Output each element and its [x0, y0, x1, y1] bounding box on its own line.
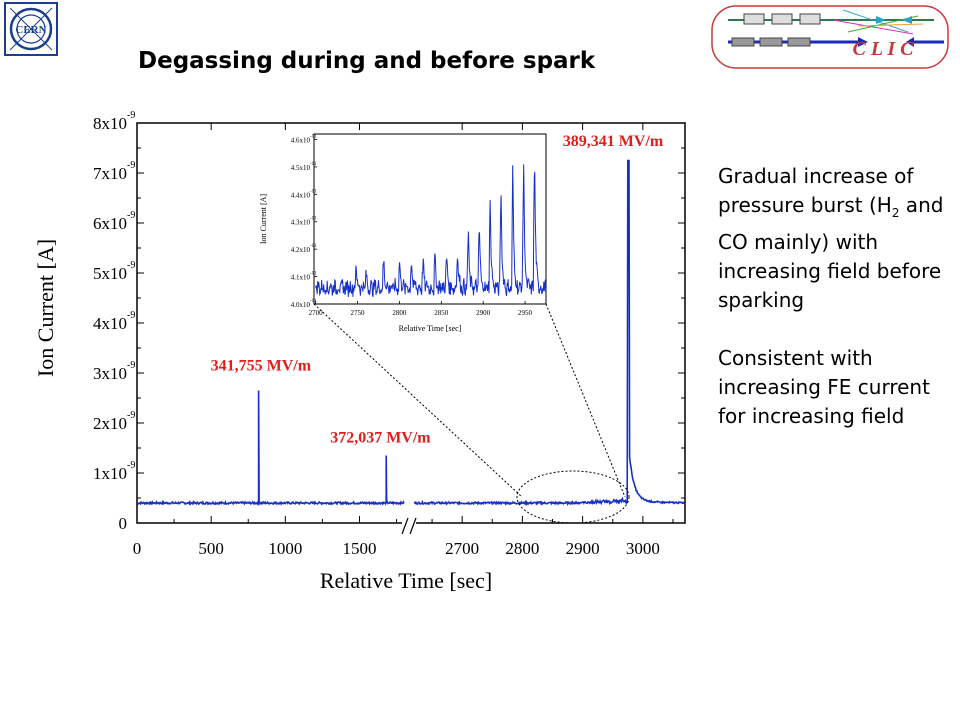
- cern-logo: CERN: [4, 2, 58, 56]
- y-tick-label: 1x10: [93, 464, 127, 483]
- inset-series-line: [315, 164, 547, 298]
- note-consistent: Consistent with increasing FE current fo…: [718, 346, 930, 428]
- zoom-region-ellipse: [516, 470, 630, 524]
- x-tick-label: 3000: [626, 539, 660, 558]
- series-line-segment-2: [413, 159, 686, 507]
- x-tick-label: 1500: [343, 539, 377, 558]
- x-tick-label: 500: [198, 539, 224, 558]
- inset-y-tick-label: 4.5x10: [291, 164, 311, 172]
- inset-y-axis-label: Ion Current [A]: [259, 194, 268, 245]
- inset-y-tick-exponent: -11: [310, 162, 317, 167]
- x-tick-label: 2800: [505, 539, 539, 558]
- spike-label: 372,037 MV/m: [330, 430, 431, 447]
- x-tick-label: 2900: [566, 539, 600, 558]
- spike-label: 341,755 MV/m: [211, 358, 312, 375]
- clic-logo: C L I C: [711, 5, 949, 69]
- zoom-guide-right: [545, 303, 626, 498]
- y-tick-label: 2x10: [93, 414, 127, 433]
- x-axis-ticks: 0 500 1000 1500 2700 2800 2900 3000: [133, 123, 674, 558]
- series-line-segment-1: [136, 390, 405, 507]
- spike-annotations: 341,755 MV/m 372,037 MV/m 389,341 MV/m: [211, 133, 664, 447]
- inset-x-ticks: 2700 2750 2800 2850 2900 2950: [309, 301, 533, 317]
- note-gradual-increase: Gradual increase of pressure burst (H2 a…: [718, 162, 950, 315]
- spike-label: 389,341 MV/m: [563, 133, 664, 150]
- side-notes: Gradual increase of pressure burst (H2 a…: [718, 162, 950, 460]
- slide-title: Degassing during and before spark: [138, 48, 596, 74]
- y-tick-exponent: -9: [127, 210, 135, 221]
- cern-logo-text: CERN: [15, 24, 46, 36]
- y-tick-exponent: -9: [127, 260, 135, 271]
- y-tick-exponent: -9: [127, 110, 135, 121]
- inset-y-tick-exponent: -11: [310, 189, 317, 194]
- y-tick-exponent: -9: [127, 310, 135, 321]
- inset-frame: [313, 133, 547, 305]
- x-tick-label: 2700: [445, 539, 479, 558]
- note1-post: and CO mainly) with increasing field bef…: [718, 193, 944, 312]
- inset-x-tick-label: 2850: [434, 309, 449, 317]
- y-axis-label: Ion Current [A]: [33, 239, 58, 377]
- inset-y-tick-exponent: -11: [310, 272, 317, 277]
- inset-y-ticks: 4.0x10 -114.1x10 -114.2x10 -114.3x10 -114.4x…: [291, 134, 317, 309]
- y-tick-exponent: -9: [127, 410, 135, 421]
- inset-y-tick-exponent: -11: [310, 217, 317, 222]
- inset-chart: 4.0x10 -114.1x10 -114.2x10 -114.3x10 -114.4x…: [259, 133, 547, 333]
- y-tick-label: 5x10: [93, 264, 127, 283]
- y-tick-label: 8x10: [93, 114, 127, 133]
- series-lines: [136, 159, 686, 507]
- axis-break-mark-left: [401, 517, 409, 535]
- clic-logo-text: C L I C: [853, 38, 915, 60]
- x-axis-label: Relative Time [sec]: [320, 568, 492, 593]
- axis-break-mark-right: [409, 517, 417, 535]
- inset-y-tick-label: 4.1x10: [291, 274, 311, 282]
- inset-x-tick-label: 2950: [518, 309, 533, 317]
- inset-y-tick-label: 4.6x10: [291, 136, 311, 144]
- inset-x-axis-label: Relative Time [sec]: [399, 324, 462, 333]
- inset-y-tick-label: 4.2x10: [291, 246, 311, 254]
- inset-y-tick-label: 4.4x10: [291, 191, 311, 199]
- zoom-guide-left: [313, 303, 523, 498]
- inset-series: [315, 164, 547, 298]
- inset-y-tick-label: 4.3x10: [291, 219, 311, 227]
- y-tick-label: 6x10: [93, 214, 127, 233]
- x-tick-label: 0: [133, 539, 142, 558]
- y-tick-label: 0: [119, 514, 128, 533]
- inset-y-tick-label: 4.0x10: [291, 301, 311, 309]
- y-tick-exponent: -9: [127, 160, 135, 171]
- y-tick-label: 3x10: [93, 364, 127, 383]
- inset-x-tick-label: 2700: [309, 309, 324, 317]
- inset-y-tick-exponent: -11: [310, 244, 317, 249]
- inset-y-tick-exponent: -11: [310, 134, 317, 139]
- inset-x-tick-label: 2800: [392, 309, 407, 317]
- inset-x-tick-label: 2750: [351, 309, 366, 317]
- zoom-guides: [313, 303, 630, 524]
- note1-pre: Gradual increase of pressure burst (H: [718, 164, 914, 217]
- y-tick-exponent: -9: [127, 360, 135, 371]
- y-tick-label: 4x10: [93, 314, 127, 333]
- x-tick-label: 1000: [268, 539, 302, 558]
- inset-y-tick-exponent: -11: [310, 299, 317, 304]
- inset-x-tick-label: 2900: [476, 309, 491, 317]
- y-tick-label: 7x10: [93, 164, 127, 183]
- y-tick-exponent: -9: [127, 460, 135, 471]
- note1-subscript: 2: [891, 206, 900, 220]
